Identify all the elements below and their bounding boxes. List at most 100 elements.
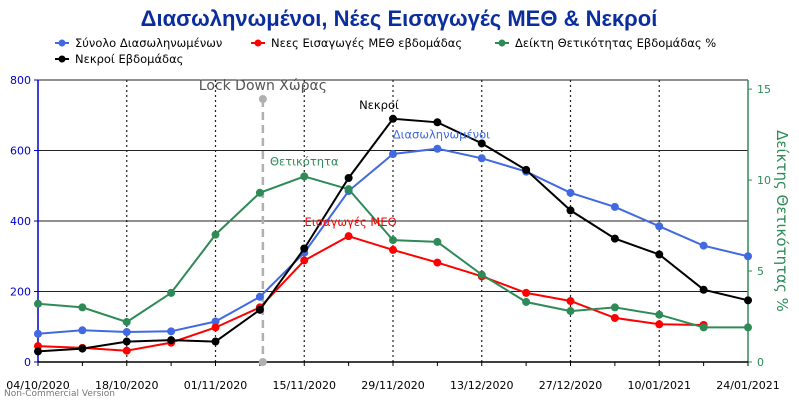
data-point-1	[389, 245, 397, 254]
legend-label: Δείκτη Θετικότητας Εβδομάδας %	[515, 36, 716, 50]
data-point-1	[522, 288, 531, 297]
data-point-3	[433, 118, 442, 127]
right-tick-label: 5	[757, 265, 764, 278]
data-point-2	[610, 303, 619, 312]
data-point-1	[344, 232, 353, 241]
series-line-1	[37, 235, 704, 352]
data-point-0	[78, 326, 87, 335]
data-point-2	[566, 307, 575, 316]
data-point-2	[744, 323, 752, 332]
data-point-2	[477, 270, 486, 279]
legend-marker	[58, 55, 66, 63]
right-tick-label: 15	[757, 83, 771, 96]
data-point-3	[389, 114, 397, 123]
x-tick-label: 04/10/2020	[6, 379, 69, 392]
data-point-1	[300, 256, 309, 265]
data-point-0	[34, 329, 42, 338]
annotations: Νεκροί Διασωληνωμένοι Θετικότητα Εισαγωγές …	[270, 98, 490, 229]
data-point-2	[522, 297, 531, 306]
data-point-3	[300, 244, 309, 253]
data-point-0	[122, 328, 131, 337]
data-point-0	[433, 144, 442, 153]
lockdown-dot-bottom	[258, 358, 267, 366]
data-point-3	[744, 296, 752, 305]
data-point-3	[122, 337, 131, 346]
series-annotation: Εισαγωγές ΜΕΘ	[305, 215, 397, 229]
data-point-2	[78, 303, 87, 312]
data-point-3	[655, 250, 664, 259]
x-tick-label: 01/11/2020	[184, 379, 247, 392]
series-group	[34, 114, 752, 356]
data-point-2	[255, 188, 264, 197]
legend-marker	[254, 39, 262, 47]
left-tick-label: 800	[10, 74, 31, 87]
data-point-0	[211, 317, 220, 326]
left-tick-label: 400	[10, 215, 31, 228]
legend-label: Σύνολο Διασωληνωμένων	[75, 36, 222, 50]
data-point-2	[389, 236, 397, 245]
data-point-1	[610, 313, 619, 322]
x-tick-label: 29/11/2020	[361, 379, 424, 392]
data-point-3	[167, 336, 176, 345]
data-point-0	[655, 222, 664, 231]
data-point-2	[699, 323, 708, 332]
data-point-1	[122, 346, 131, 355]
lockdown-label: Lock Down Χώρας	[199, 78, 327, 94]
left-tick-label: 0	[24, 356, 31, 369]
legend: Σύνολο Διασωληνωμένων Νεες Εισαγωγές ΜΕΘ …	[55, 36, 716, 66]
x-tick-label: 10/01/2021	[628, 379, 691, 392]
data-point-0	[255, 292, 264, 301]
axes: 0 200 400 600 800 0 5 10 15 Δείκτης Θετικότητας %…	[6, 74, 791, 392]
right-axis-label: Δείκτης Θετικότητας %	[773, 130, 791, 312]
data-point-3	[211, 337, 220, 346]
legend-marker	[498, 39, 506, 47]
data-point-2	[34, 299, 42, 308]
data-point-3	[566, 206, 575, 215]
series-annotation: Θετικότητα	[270, 154, 339, 168]
data-point-2	[211, 230, 220, 239]
data-point-0	[389, 150, 397, 159]
data-point-1	[566, 297, 575, 306]
data-point-3	[78, 344, 87, 353]
data-point-0	[477, 154, 486, 163]
series-annotation: Διασωληνωμένοι	[393, 128, 490, 142]
data-point-3	[255, 305, 264, 314]
data-point-3	[344, 173, 353, 182]
x-tick-label: 15/11/2020	[273, 379, 336, 392]
data-point-0	[610, 202, 619, 211]
x-tick-label: 27/12/2020	[539, 379, 602, 392]
data-point-3	[610, 234, 619, 243]
right-tick-label: 10	[757, 174, 771, 187]
data-point-2	[122, 317, 131, 326]
chart-title: Διασωληνωμένοι, Νέες Εισαγωγές ΜΕΘ & Νεκ…	[141, 6, 658, 31]
right-tick-label: 0	[757, 356, 764, 369]
data-point-1	[433, 258, 442, 267]
series-annotation: Νεκροί	[359, 98, 399, 112]
data-point-0	[566, 188, 575, 197]
x-tick-label: 13/12/2020	[450, 379, 513, 392]
data-point-0	[744, 252, 752, 261]
legend-marker	[58, 39, 66, 47]
lockdown-marker: Lock Down Χώρας	[199, 78, 327, 366]
lockdown-dot-top	[258, 95, 267, 103]
left-tick-label: 600	[10, 145, 31, 158]
data-point-3	[522, 165, 531, 174]
data-point-3	[699, 285, 708, 294]
data-point-2	[300, 172, 309, 181]
data-point-0	[167, 327, 176, 336]
data-point-2	[167, 288, 176, 297]
data-point-2	[655, 310, 664, 319]
watermark: Non-Commercial Version	[4, 389, 115, 399]
data-point-3	[477, 139, 486, 148]
legend-label: Νεες Εισαγωγές ΜΕΘ εβδομάδας	[271, 36, 462, 50]
data-point-0	[699, 241, 708, 250]
x-tick-label: 18/10/2020	[95, 379, 158, 392]
data-point-2	[433, 237, 442, 246]
x-tick-label: 24/01/2021	[716, 379, 779, 392]
data-point-2	[344, 185, 353, 194]
data-point-1	[211, 323, 220, 332]
left-tick-label: 200	[10, 286, 31, 299]
data-point-1	[655, 320, 664, 329]
data-point-3	[34, 347, 42, 356]
